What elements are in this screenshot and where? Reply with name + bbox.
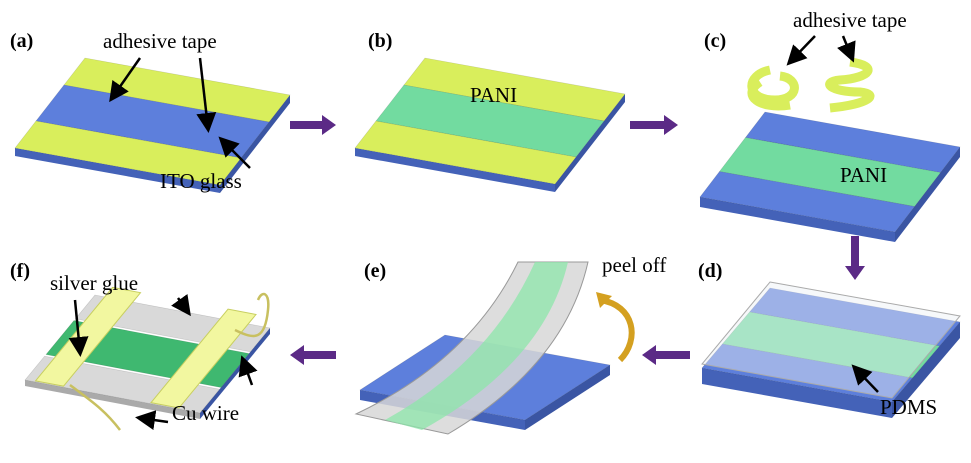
pointer <box>140 418 168 422</box>
arrow <box>845 236 865 280</box>
annotation: PANI <box>840 163 887 187</box>
pointer <box>790 36 815 62</box>
annotation: adhesive tape <box>103 29 217 53</box>
pointer <box>178 298 188 312</box>
annotation: PDMS <box>880 395 937 419</box>
tape-curl <box>752 70 795 106</box>
panel-label: (b) <box>368 30 392 52</box>
pointer <box>843 36 852 58</box>
figure: (a) adhesive tape ITO glass (b) PANI (c)… <box>0 0 971 463</box>
annotation: PANI <box>470 83 517 107</box>
panel-label: (d) <box>698 260 722 282</box>
shapes <box>15 58 960 434</box>
annotation: silver glue <box>50 271 138 295</box>
panel-label: (c) <box>704 30 726 52</box>
arrow <box>642 345 690 365</box>
pointer <box>243 360 252 385</box>
annotation: adhesive tape <box>793 8 907 32</box>
annotation: Cu wire <box>172 401 239 425</box>
annotation: ITO glass <box>160 169 242 193</box>
arrow <box>630 115 678 135</box>
peel-arrow <box>600 300 632 360</box>
tape-curl <box>830 62 870 108</box>
annotation: peel off <box>602 253 666 277</box>
arrow <box>290 345 336 365</box>
arrow <box>290 115 336 135</box>
panel-label: (e) <box>364 260 386 282</box>
panel-label: (f) <box>10 260 30 282</box>
panel-label: (a) <box>10 30 33 52</box>
